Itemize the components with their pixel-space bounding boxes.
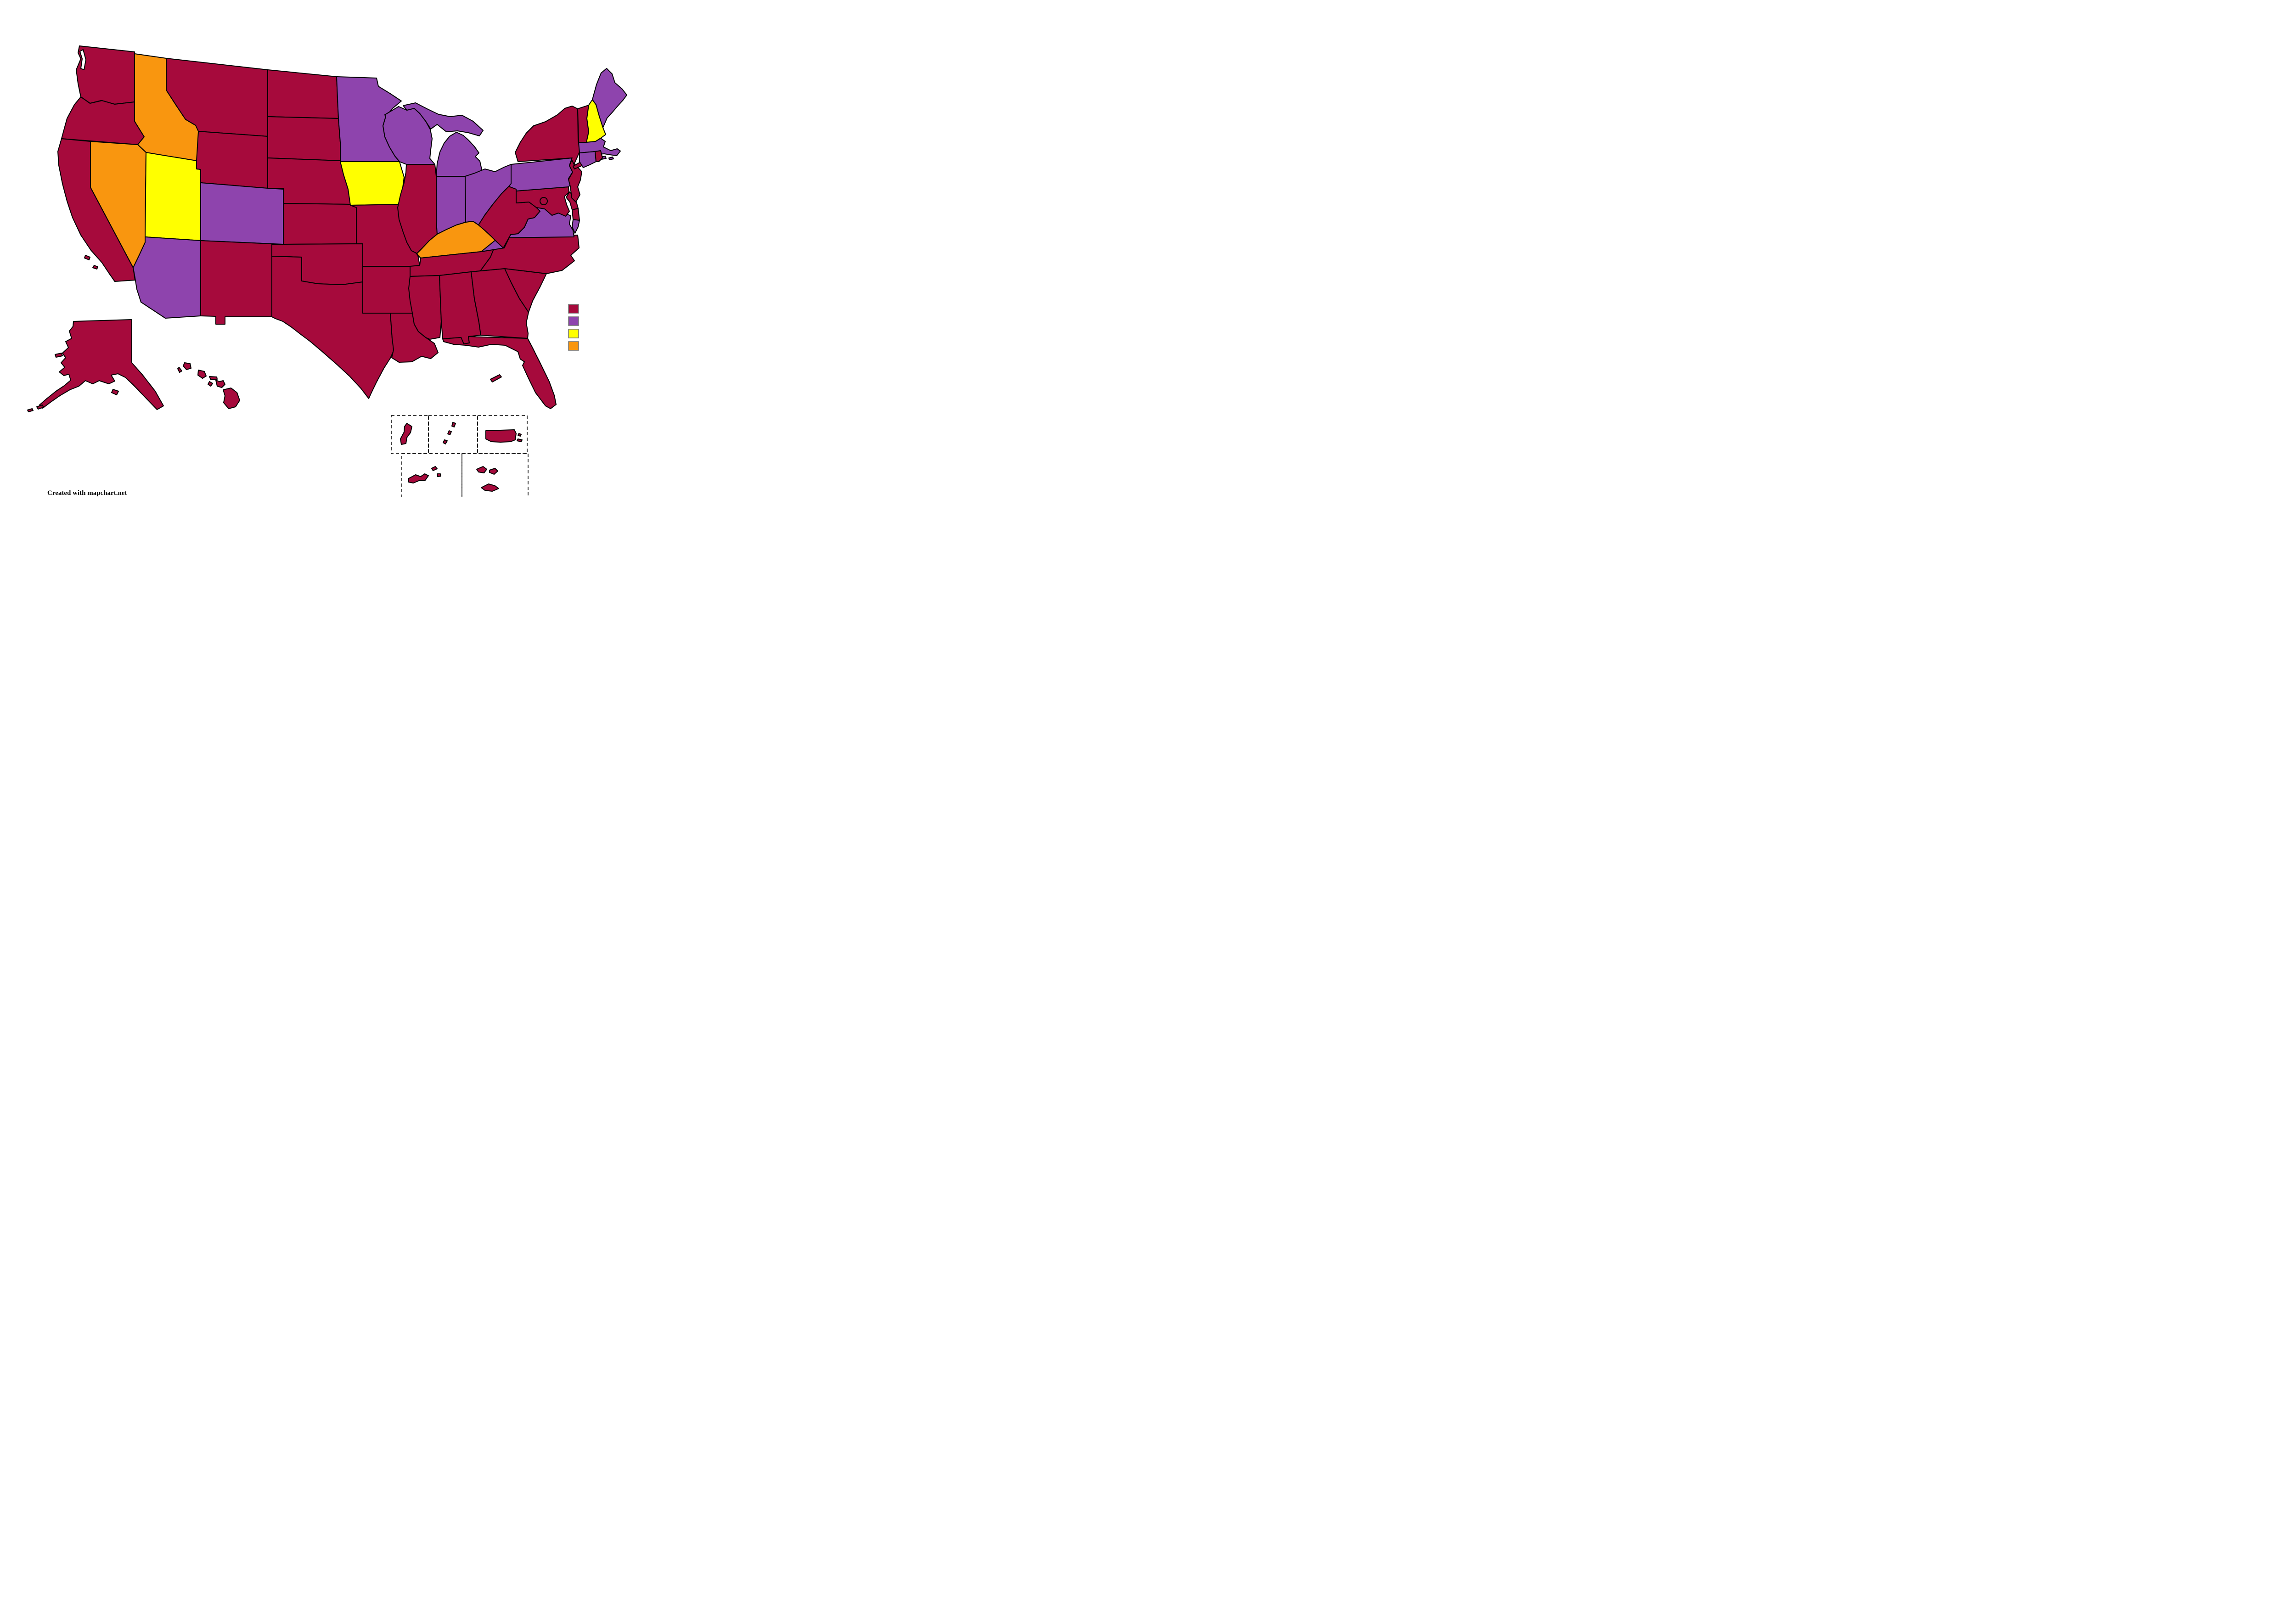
territory-puerto-rico[interactable] — [485, 429, 517, 443]
territory-puerto-rico-vieques[interactable] — [517, 438, 523, 442]
state-iowa[interactable] — [340, 161, 407, 206]
state-hawaii-oahu[interactable] — [197, 370, 207, 379]
mainland-states — [57, 45, 627, 409]
state-hawaii-molokai[interactable] — [209, 376, 218, 380]
state-hawaii-maui[interactable] — [215, 380, 225, 388]
state-washington[interactable] — [76, 45, 135, 105]
state-pennsylvania[interactable] — [508, 157, 574, 191]
state-texas[interactable] — [271, 256, 394, 399]
territory-american-samoa-island[interactable] — [431, 466, 438, 471]
inset-box-virgin-islands — [461, 453, 529, 497]
state-wyoming[interactable] — [196, 131, 268, 189]
legend-swatch-orange[interactable] — [568, 341, 579, 351]
state-hawaii-big-island[interactable] — [223, 388, 240, 409]
territory-virgin-islands-st-john[interactable] — [489, 468, 498, 475]
mapchart-canvas: Created with mapchart.net — [0, 0, 711, 497]
inset-box-northern-mariana — [428, 415, 478, 454]
legend-swatch-yellow[interactable] — [568, 329, 579, 338]
territory-american-samoa-island[interactable] — [437, 473, 441, 477]
state-hawaii-niihau[interactable] — [177, 367, 182, 373]
territory-northern-mariana-island[interactable] — [443, 439, 448, 444]
territory-northern-mariana-island[interactable] — [447, 430, 452, 435]
us-choropleth-map — [27, 45, 627, 497]
state-maine[interactable] — [592, 68, 627, 128]
state-utah[interactable] — [145, 152, 201, 241]
state-massachusetts-island[interactable] — [608, 157, 614, 160]
territory-virgin-islands-st-croix[interactable] — [481, 483, 499, 492]
territory-northern-mariana-island[interactable] — [451, 422, 456, 427]
state-florida[interactable] — [442, 336, 557, 409]
state-virginia-eastern-shore[interactable] — [572, 219, 580, 234]
state-hawaii-kauai[interactable] — [183, 362, 191, 370]
state-california-channel-island[interactable] — [84, 255, 90, 260]
state-colorado[interactable] — [200, 182, 284, 245]
state-rhode-island[interactable] — [595, 150, 603, 162]
state-new-jersey[interactable] — [568, 158, 582, 202]
alaska-group — [27, 319, 164, 412]
state-michigan-upper-peninsula[interactable] — [403, 102, 484, 136]
territory-american-samoa-tutuila[interactable] — [408, 473, 429, 483]
state-oregon[interactable] — [61, 96, 145, 145]
state-connecticut[interactable] — [579, 151, 597, 168]
state-alaska-aleutian-island[interactable] — [27, 408, 34, 412]
territory-puerto-rico-culebra[interactable] — [518, 433, 522, 437]
state-new-mexico[interactable] — [200, 240, 272, 325]
legend-swatch-purple[interactable] — [568, 316, 579, 326]
legend-swatch-red[interactable] — [568, 304, 579, 314]
state-vermont[interactable] — [577, 105, 589, 143]
inset-box-guam — [391, 415, 429, 454]
territory-insets — [391, 415, 529, 497]
state-alaska-st-lawrence-island[interactable] — [55, 353, 63, 358]
state-north-dakota[interactable] — [267, 69, 339, 119]
state-kansas[interactable] — [283, 203, 357, 245]
state-california-channel-island[interactable] — [92, 265, 98, 270]
attribution-text: Created with mapchart.net — [47, 489, 127, 497]
territory-guam[interactable] — [400, 423, 412, 445]
state-south-carolina[interactable] — [504, 268, 547, 313]
map-legend — [568, 304, 579, 351]
state-florida-keys[interactable] — [490, 374, 502, 382]
state-alaska[interactable] — [39, 319, 164, 410]
state-michigan-lower-peninsula[interactable] — [436, 132, 484, 177]
hawaii-group — [177, 362, 240, 409]
state-maryland-eastern-shore[interactable] — [572, 208, 580, 221]
inset-box-american-samoa — [401, 453, 462, 497]
state-hawaii-lanai[interactable] — [208, 381, 213, 387]
state-alaska-kodiak-island[interactable] — [111, 389, 119, 395]
state-new-york[interactable] — [515, 106, 581, 165]
state-south-dakota[interactable] — [267, 116, 341, 161]
territory-virgin-islands-st-thomas[interactable] — [476, 466, 487, 473]
state-district-of-columbia[interactable] — [540, 197, 548, 205]
state-alaska-aleutian-island[interactable] — [36, 405, 44, 410]
state-arizona[interactable] — [133, 236, 201, 319]
